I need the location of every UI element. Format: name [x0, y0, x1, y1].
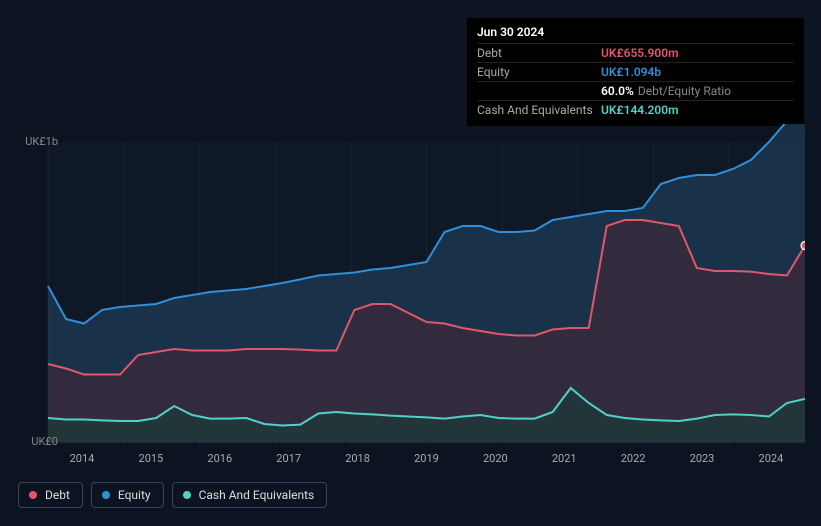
tooltip-row: DebtUK£655.900m [477, 43, 794, 62]
tooltip-row-value: UK£655.900m [601, 46, 679, 60]
x-axis: 2014201520162017201820192020202120222023… [48, 452, 805, 466]
tooltip-row: Cash And EquivalentsUK£144.200m [477, 100, 794, 119]
legend-dot [183, 491, 191, 499]
legend-item-debt[interactable]: Debt [18, 482, 83, 508]
legend-label: Cash And Equivalents [199, 488, 315, 502]
x-tick-label: 2020 [461, 452, 529, 466]
x-tick-label: 2018 [324, 452, 392, 466]
tooltip-row-label: Debt [477, 46, 601, 60]
tooltip-row-label: Equity [477, 65, 601, 79]
x-tick-label: 2016 [186, 452, 254, 466]
x-tick-label: 2015 [117, 452, 185, 466]
legend-dot [29, 491, 37, 499]
tooltip-row-label: Cash And Equivalents [477, 103, 601, 117]
tooltip-row-label [477, 84, 601, 98]
tooltip-row: 60.0%Debt/Equity Ratio [477, 81, 794, 100]
tooltip-row-value: UK£1.094b [601, 65, 661, 79]
legend-item-cash-and-equivalents[interactable]: Cash And Equivalents [172, 482, 328, 508]
debt-equity-chart [16, 124, 805, 444]
x-tick-label: 2021 [530, 452, 598, 466]
chart-tooltip: Jun 30 2024 DebtUK£655.900mEquityUK£1.09… [467, 18, 804, 126]
x-tick-label: 2024 [737, 452, 805, 466]
x-tick-label: 2017 [255, 452, 323, 466]
legend-label: Equity [118, 488, 151, 502]
tooltip-row-value: 60.0%Debt/Equity Ratio [601, 84, 731, 98]
tooltip-row-value: UK£144.200m [601, 103, 679, 117]
y-tick-label: UK£0 [31, 435, 58, 448]
tooltip-date: Jun 30 2024 [477, 25, 794, 43]
x-tick-label: 2022 [599, 452, 667, 466]
x-tick-label: 2014 [48, 452, 116, 466]
y-tick-label: UK£1b [25, 135, 58, 148]
chart-legend: Debt Equity Cash And Equivalents [18, 482, 327, 508]
legend-label: Debt [45, 488, 70, 502]
legend-item-equity[interactable]: Equity [91, 482, 164, 508]
x-tick-label: 2023 [668, 452, 736, 466]
legend-dot [102, 491, 110, 499]
x-tick-label: 2019 [392, 452, 460, 466]
tooltip-row: EquityUK£1.094b [477, 62, 794, 81]
